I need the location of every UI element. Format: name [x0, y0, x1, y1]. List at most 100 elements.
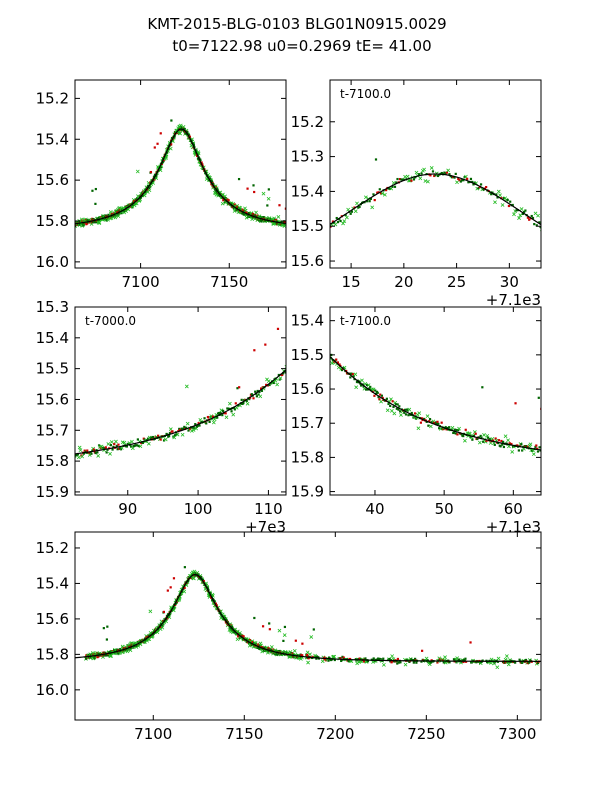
data-point — [507, 204, 511, 208]
x-tick-label: 90 — [118, 500, 137, 518]
data-point — [479, 434, 482, 438]
data-point — [519, 207, 524, 211]
data-point — [264, 343, 267, 346]
data-point — [240, 398, 243, 401]
data-point — [308, 652, 312, 657]
data-point — [97, 220, 102, 225]
data-point — [472, 183, 475, 186]
data-point — [116, 448, 119, 451]
data-point — [530, 214, 533, 218]
data-point — [219, 411, 222, 414]
data-point — [230, 410, 233, 413]
data-point — [222, 199, 225, 202]
data-point — [396, 403, 399, 406]
data-point — [117, 212, 121, 215]
data-point — [481, 386, 484, 389]
y-tick-label: 16.0 — [36, 681, 69, 699]
data-point — [420, 660, 423, 663]
data-point — [159, 438, 162, 441]
data-point — [146, 188, 149, 191]
data-point — [86, 449, 89, 452]
data-point — [502, 445, 506, 449]
data-point — [359, 658, 363, 661]
data-point — [172, 435, 177, 440]
data-point — [256, 389, 259, 393]
data-point — [456, 433, 459, 436]
data-point — [539, 449, 541, 452]
data-point — [528, 661, 531, 664]
y-tick-label: 15.4 — [36, 574, 69, 592]
data-point — [502, 196, 505, 200]
data-point — [183, 566, 186, 569]
data-point — [490, 193, 493, 196]
data-point — [497, 439, 501, 442]
data-point — [524, 209, 527, 212]
data-point — [461, 659, 464, 662]
data-point — [360, 384, 363, 387]
data-point — [512, 212, 516, 217]
data-point — [537, 396, 540, 399]
data-point — [158, 624, 161, 627]
data-point — [360, 378, 364, 383]
data-points-peak — [330, 158, 541, 232]
data-point — [282, 639, 285, 642]
data-point — [536, 450, 540, 453]
data-point — [281, 372, 285, 375]
model-curve-season — [75, 573, 541, 662]
data-point — [338, 363, 341, 366]
data-point — [390, 661, 393, 664]
data-point — [342, 656, 345, 659]
data-point — [312, 628, 315, 631]
data-point — [330, 225, 332, 228]
data-point — [440, 421, 443, 424]
data-point — [380, 394, 383, 397]
data-point — [496, 656, 501, 661]
data-point — [173, 434, 177, 437]
data-point — [198, 418, 203, 422]
data-point — [115, 444, 118, 447]
panel-fall: 40 50 60 15.4 15.5 15.6 15.7 15.8 15.9 t-7100.0 +7… — [291, 306, 542, 536]
data-point — [277, 628, 282, 633]
data-point — [281, 373, 284, 377]
data-point — [168, 146, 173, 151]
y-tick-label: 15.5 — [291, 346, 324, 364]
data-point — [157, 434, 160, 437]
data-point — [476, 437, 479, 441]
data-point — [341, 655, 344, 658]
data-point — [153, 146, 156, 149]
data-point — [336, 361, 339, 364]
data-point — [253, 349, 256, 352]
data-point — [428, 424, 433, 429]
y-tick-label: 15.6 — [291, 252, 324, 270]
data-point — [266, 196, 271, 201]
x-tick-label: 25 — [447, 273, 466, 291]
data-point — [144, 191, 147, 194]
data-point — [108, 451, 112, 456]
data-point — [434, 421, 437, 424]
data-point — [339, 219, 342, 223]
data-point — [254, 210, 258, 215]
data-point — [467, 181, 470, 184]
y-tick-label: 15.3 — [36, 298, 69, 316]
data-point — [124, 205, 127, 208]
data-point — [453, 431, 456, 434]
data-point — [191, 576, 196, 581]
figure-title-line1: KMT-2015-BLG-0103 BLG01N0915.0029 — [147, 15, 446, 33]
data-point — [436, 420, 439, 423]
data-point — [506, 438, 510, 443]
data-point — [224, 412, 227, 415]
data-point — [444, 172, 447, 175]
axes-frame-peak — [329, 79, 542, 269]
data-point — [102, 627, 105, 630]
data-point — [365, 383, 369, 387]
data-point — [272, 381, 275, 385]
data-point — [485, 439, 488, 442]
x-tick-label: 7300 — [498, 725, 536, 743]
data-point — [130, 439, 134, 444]
data-point — [500, 203, 505, 207]
data-point — [117, 652, 120, 656]
data-point — [417, 173, 421, 176]
data-point — [243, 213, 246, 216]
data-point — [162, 160, 165, 163]
